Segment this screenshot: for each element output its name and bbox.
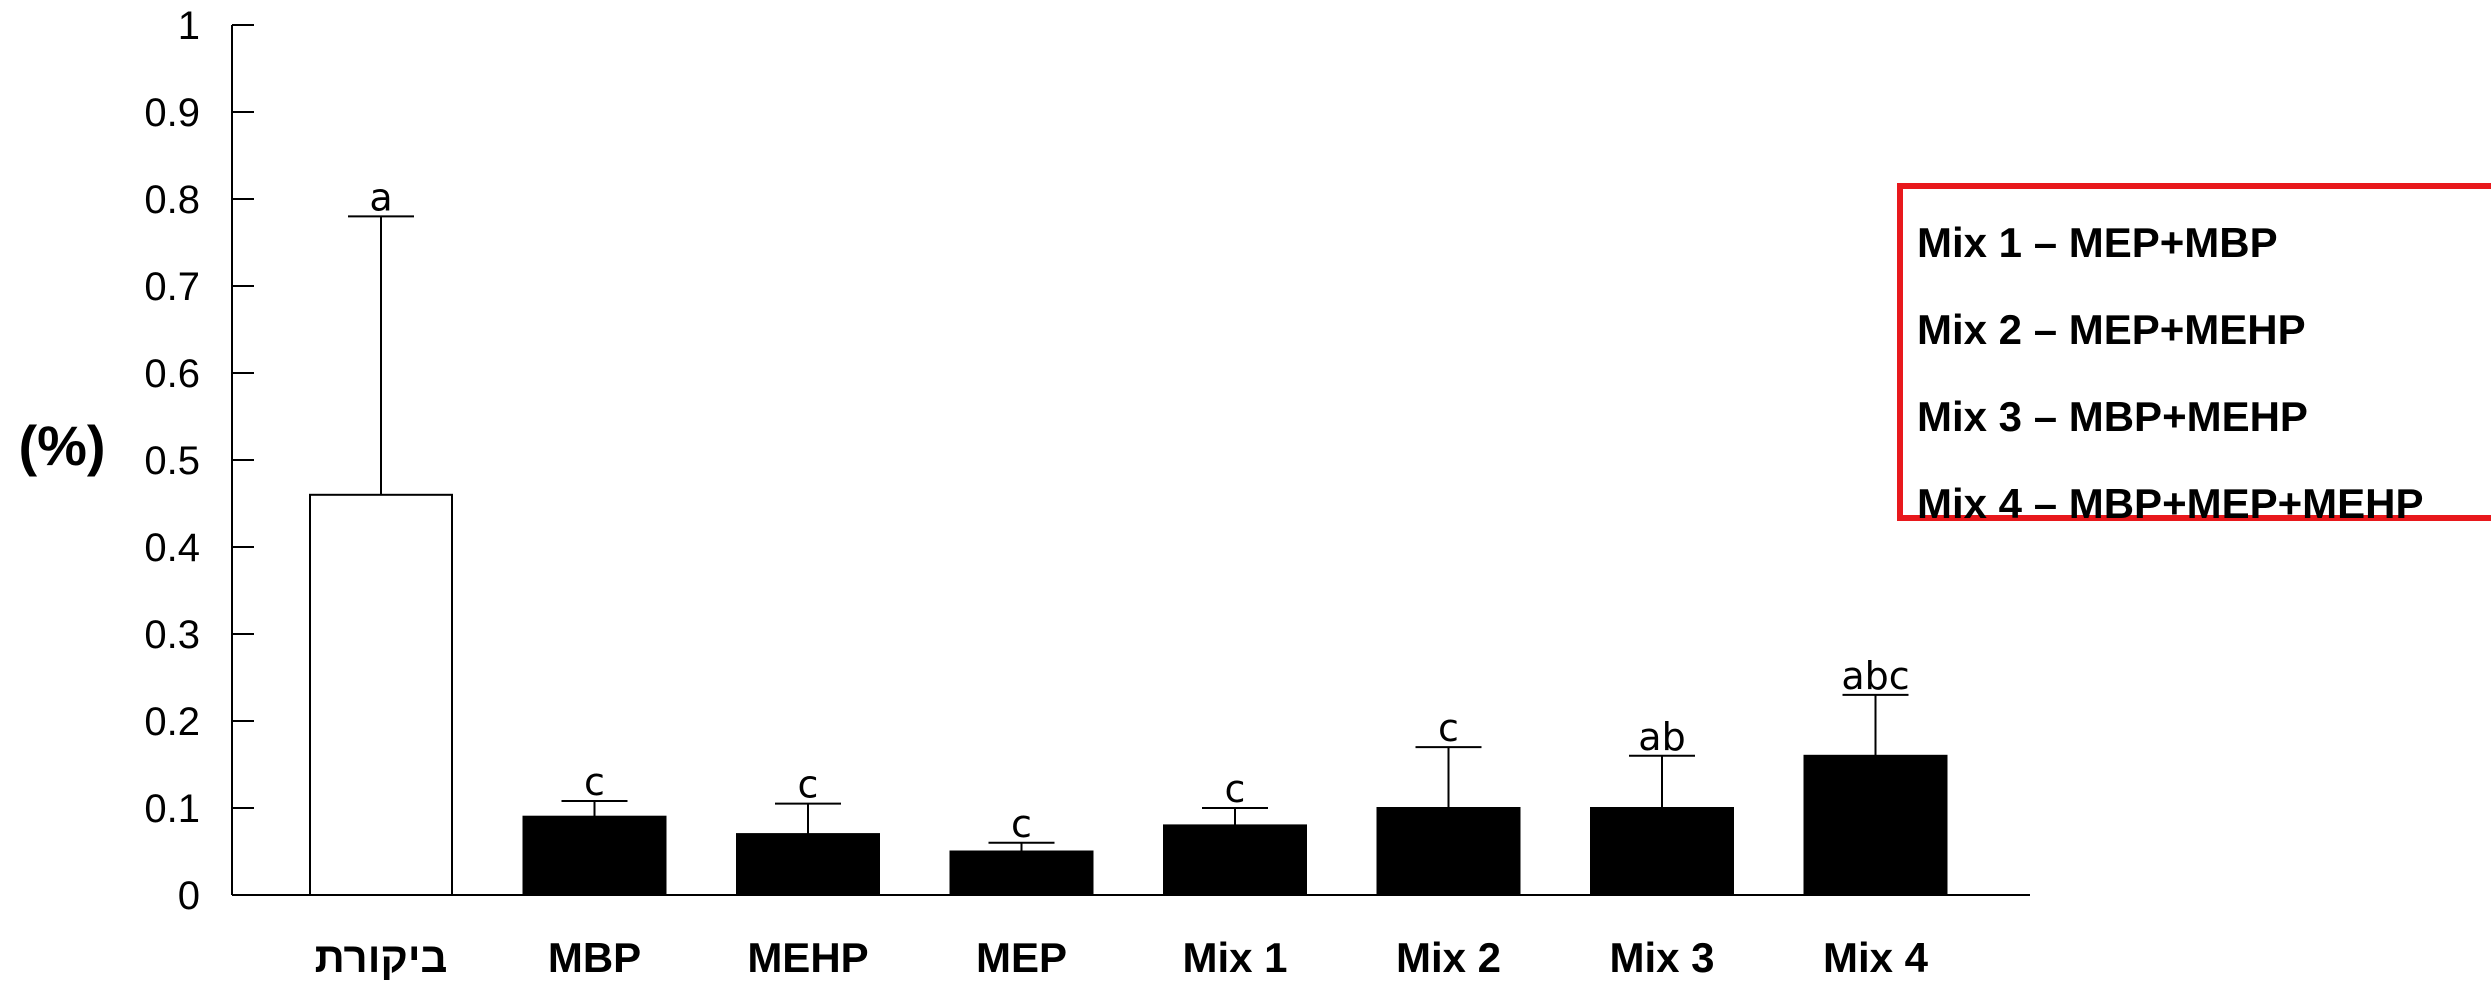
- category-label: Mix 2: [1396, 934, 1501, 981]
- bar: [309, 493, 453, 896]
- legend-line-mix-1: Mix 1 – MEP+MBP: [1917, 219, 2278, 266]
- bar: [1376, 807, 1521, 896]
- bar: [522, 815, 667, 897]
- y-tick-label: 0.6: [144, 352, 200, 396]
- significance-label: c: [1438, 706, 1459, 750]
- category-label: MBP: [548, 934, 641, 981]
- y-axis-title: (%): [18, 414, 105, 477]
- y-tick-label: 0.4: [144, 526, 200, 570]
- chart-axes: 0 0.1 0.2 0.3 0.4 0.5 0.6 0.7 0.8 0.9 1: [144, 4, 2030, 918]
- y-tick-label: 0.7: [144, 265, 200, 309]
- category-label: MEHP: [747, 934, 868, 981]
- bar: [1163, 824, 1307, 897]
- y-tick-label: 0.9: [144, 91, 200, 135]
- bar: [1590, 807, 1734, 896]
- y-tick-label: 0.8: [144, 178, 200, 222]
- category-label: ביקורת: [315, 934, 448, 981]
- y-tick-label: 0: [178, 874, 200, 918]
- legend-line-mix-3: Mix 3 – MBP+MEHP: [1917, 393, 2308, 440]
- significance-label: a: [369, 175, 392, 219]
- legend-line-mix-4: Mix 4 – MBP+MEP+MEHP: [1917, 480, 2424, 527]
- category-label: Mix 4: [1823, 934, 1929, 981]
- y-tick-label: 1: [178, 4, 200, 48]
- category-label: Mix 3: [1609, 934, 1714, 981]
- bar: [736, 833, 880, 896]
- category-label: MEP: [976, 934, 1067, 981]
- significance-label: ab: [1638, 715, 1685, 759]
- significance-label: c: [1011, 802, 1032, 846]
- category-label: Mix 1: [1182, 934, 1287, 981]
- y-tick-label: 0.2: [144, 700, 200, 744]
- significance-label: abc: [1841, 654, 1909, 698]
- y-tick-label: 0.5: [144, 439, 200, 483]
- significance-label: c: [584, 760, 605, 804]
- significance-label: c: [1225, 767, 1246, 811]
- legend-line-mix-2: Mix 2 – MEP+MEHP: [1917, 306, 2306, 353]
- significance-label: c: [798, 763, 819, 807]
- bar: [949, 850, 1094, 896]
- chart-labels: (%) a ביקורת c MBP c MEHP c MEP c Mix 1 c Mix 2 ab Mix…: [18, 175, 1928, 981]
- chart-bars: [309, 215, 1948, 897]
- y-tick-label: 0.1: [144, 787, 200, 831]
- y-tick-label: 0.3: [144, 613, 200, 657]
- legend-box: Mix 1 – MEP+MBP Mix 2 – MEP+MEHP Mix 3 –…: [1897, 183, 2491, 527]
- bar: [1803, 754, 1948, 896]
